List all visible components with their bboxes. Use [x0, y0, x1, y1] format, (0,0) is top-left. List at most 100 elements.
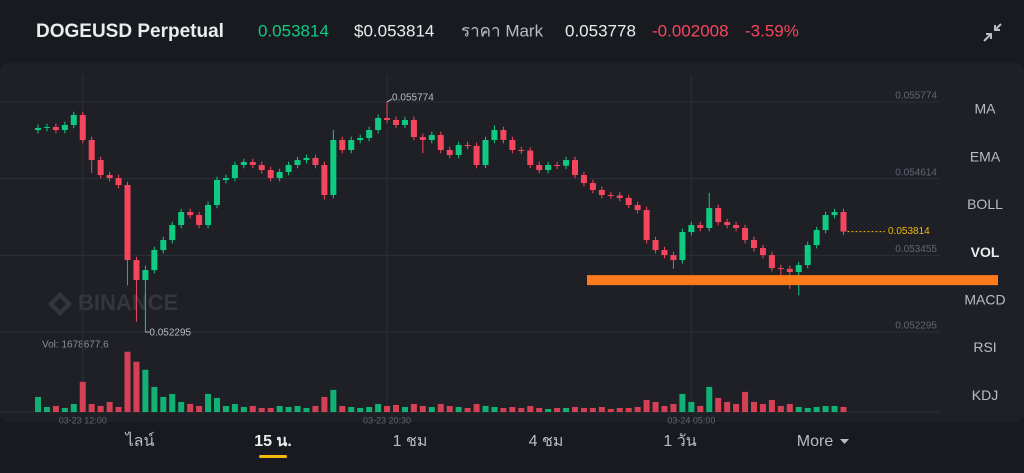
candle-body — [321, 164, 328, 196]
candle-body — [688, 225, 695, 233]
high-marker-line — [386, 98, 393, 103]
drawn-line — [587, 275, 998, 286]
volume-bar — [786, 403, 793, 412]
candle-body — [285, 164, 292, 173]
collapse-icon[interactable] — [983, 23, 1002, 42]
indicator-tab[interactable]: BOLL — [967, 196, 1003, 212]
candle-body — [366, 130, 373, 139]
candle-body — [401, 119, 408, 125]
indicator-tab[interactable]: EMA — [970, 148, 1001, 164]
candle-body — [348, 140, 355, 150]
volume-bar — [285, 406, 292, 412]
candle-body — [410, 119, 417, 138]
volume-bar — [357, 407, 364, 412]
volume-bar — [455, 406, 462, 412]
volume-bar — [97, 405, 104, 412]
volume-bar — [813, 406, 820, 412]
candle-body — [70, 115, 77, 125]
interval-tab[interactable]: 1 ชม — [393, 433, 428, 450]
indicator-tab[interactable]: MACD — [964, 292, 1005, 308]
candle-body — [35, 127, 41, 131]
candle-body — [375, 117, 382, 131]
candle-body — [88, 140, 95, 161]
interval-tab[interactable]: 15 น. — [254, 433, 292, 450]
candle-body — [357, 138, 364, 140]
volume-bar — [589, 407, 596, 412]
volume-bar — [348, 406, 355, 412]
indicator-tab[interactable]: VOL — [971, 244, 1000, 260]
high-marker: 0.055774 — [392, 93, 434, 104]
candle-body — [563, 160, 570, 166]
candle-body — [133, 260, 140, 281]
candle-body — [294, 160, 301, 165]
change: -0.002008 — [652, 21, 729, 40]
volume-bar — [751, 401, 757, 412]
indicator-tab[interactable]: KDJ — [972, 387, 998, 403]
candle-body — [724, 222, 731, 226]
candle-body — [509, 140, 516, 150]
candle-body — [61, 124, 68, 131]
candle-body — [115, 178, 122, 186]
candle-body — [464, 145, 471, 147]
interval-tab[interactable]: 4 ชม — [529, 433, 564, 450]
usd-price: $0.053814 — [354, 21, 434, 40]
candle-body — [491, 130, 498, 140]
volume-bar — [607, 408, 614, 412]
candle-body — [384, 117, 391, 120]
candle-body — [607, 195, 614, 197]
volume-bar — [536, 407, 543, 412]
candle-body — [554, 164, 561, 166]
candle-body — [339, 140, 346, 150]
candle-body — [330, 140, 337, 196]
candle-body — [473, 145, 480, 165]
watermark-icon — [48, 292, 72, 316]
candle-body — [715, 208, 722, 223]
volume-bar — [804, 407, 811, 412]
more-arrow — [840, 439, 849, 444]
candle-body — [813, 230, 820, 246]
volume-bar — [768, 399, 775, 412]
candle-body — [151, 250, 158, 271]
indicator-tab[interactable]: RSI — [973, 339, 996, 355]
volume-bar — [79, 381, 86, 412]
volume-bar — [518, 407, 525, 412]
interval-tab[interactable]: More — [797, 433, 834, 450]
volume-bar — [428, 406, 435, 412]
candle-body — [196, 215, 203, 226]
candle-body — [214, 180, 220, 205]
volume-bar — [572, 406, 578, 412]
volume-bar — [240, 406, 247, 412]
candle-body — [634, 205, 641, 211]
volume-label: Vol: 1678677.6 — [42, 340, 109, 351]
volume-bar — [795, 406, 802, 412]
candle-body — [518, 149, 525, 151]
volume-bar — [473, 403, 480, 412]
candle-body — [482, 140, 489, 165]
volume-bar — [733, 403, 740, 412]
volume-bar — [464, 407, 471, 412]
volume-bar — [43, 406, 50, 412]
watermark: BINANCE — [78, 290, 178, 315]
volume-bar — [35, 396, 41, 412]
candle-body — [545, 164, 552, 171]
candle-body — [777, 268, 784, 270]
volume-bar — [321, 396, 328, 412]
volume-bar — [366, 406, 373, 412]
candle-body — [670, 255, 677, 261]
volume-bar — [330, 389, 337, 412]
volume-bar — [88, 403, 95, 412]
candle-body — [831, 212, 838, 216]
candle-body — [616, 195, 623, 198]
volume-bar — [276, 405, 283, 412]
volume-bar — [267, 407, 274, 412]
volume-bar — [178, 401, 185, 412]
indicator-tab[interactable]: MA — [975, 101, 997, 117]
x-tick-label: 03-24 05:00 — [667, 415, 715, 425]
volume-bar — [563, 407, 570, 412]
interval-tab[interactable]: ไลน์ — [124, 431, 155, 450]
candle-body — [419, 137, 426, 140]
interval-tab[interactable]: 1 วัน — [663, 433, 696, 450]
volume-bar — [625, 407, 632, 412]
candle-body — [733, 225, 740, 229]
volume-bar — [831, 405, 838, 412]
